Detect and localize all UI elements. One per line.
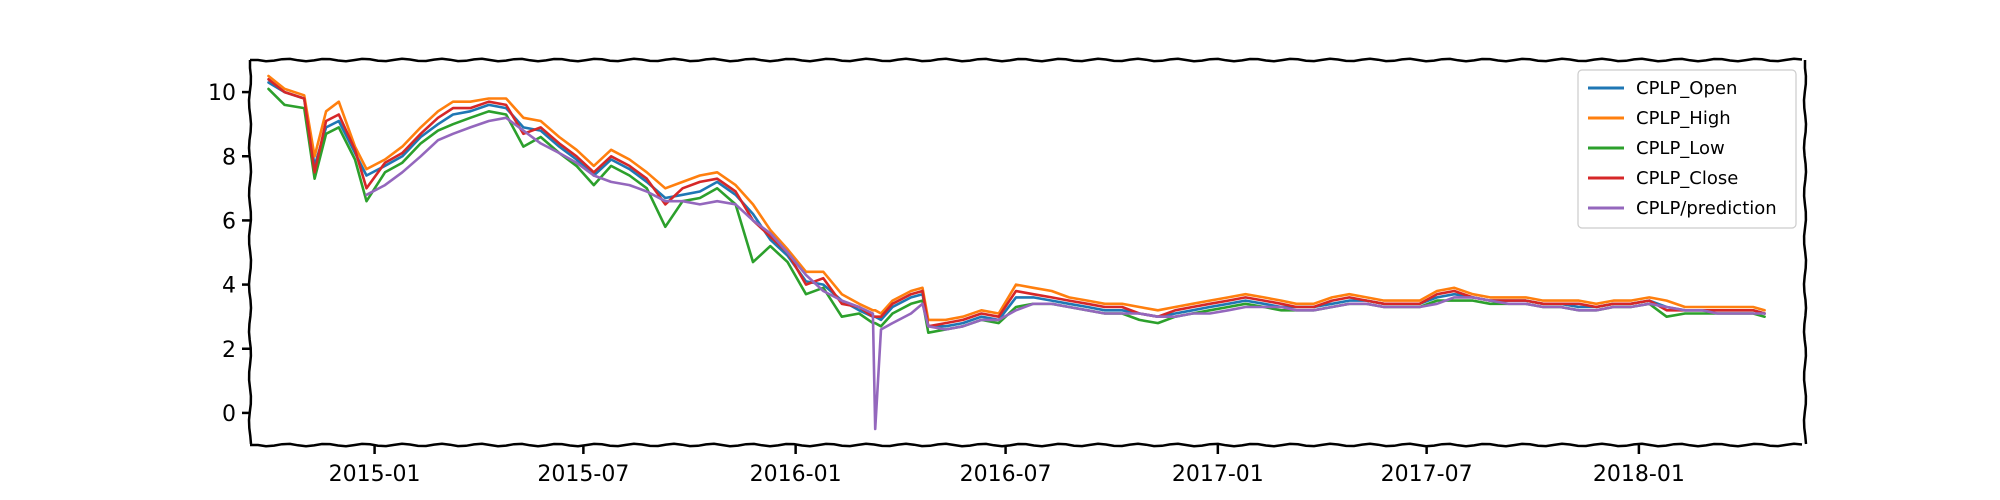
x-tick-label: 2018-01 bbox=[1593, 462, 1685, 487]
series-layer bbox=[267, 74, 1766, 431]
y-tick-label: 4 bbox=[222, 274, 236, 299]
y-tick-label: 0 bbox=[222, 402, 236, 427]
y-tick-label: 8 bbox=[222, 145, 236, 170]
legend-label-cplp-prediction: CPLP/prediction bbox=[1636, 198, 1777, 219]
y-tick-label: 2 bbox=[222, 338, 236, 363]
x-tick-label: 2016-07 bbox=[960, 462, 1052, 487]
x-tick-label: 2015-07 bbox=[537, 462, 629, 487]
legend-label-cplp-low: CPLP_Low bbox=[1636, 138, 1725, 159]
y-tick-label: 6 bbox=[222, 209, 236, 234]
axis-frame-top bbox=[250, 57, 1803, 63]
x-tick-label: 2016-01 bbox=[750, 462, 842, 487]
x-tick-label: 2015-01 bbox=[329, 462, 421, 487]
legend-label-cplp-close: CPLP_Close bbox=[1636, 168, 1738, 189]
axis-frame-right bbox=[1802, 60, 1808, 445]
legend-box bbox=[1577, 69, 1797, 229]
y-tick-label: 10 bbox=[208, 81, 236, 106]
axes-layer: 0 2 4 6 8 10 2015-01 2015-07 2016-01 2016-07 2017-… bbox=[208, 57, 1808, 487]
x-tick-label: 2017-07 bbox=[1381, 462, 1473, 487]
legend: CPLP_Open CPLP_High CPLP_Low CPLP_Close CPLP… bbox=[1577, 69, 1797, 229]
x-axis-line bbox=[250, 442, 1803, 448]
series-line-cplp-close bbox=[267, 78, 1766, 328]
legend-label-cplp-high: CPLP_High bbox=[1636, 108, 1731, 129]
series-line-cplp-prediction bbox=[365, 116, 1766, 431]
legend-label-cplp-open: CPLP_Open bbox=[1636, 78, 1737, 99]
x-tick-label: 2017-01 bbox=[1172, 462, 1264, 487]
y-axis-line bbox=[247, 60, 253, 445]
series-line-cplp-high bbox=[267, 74, 1766, 322]
